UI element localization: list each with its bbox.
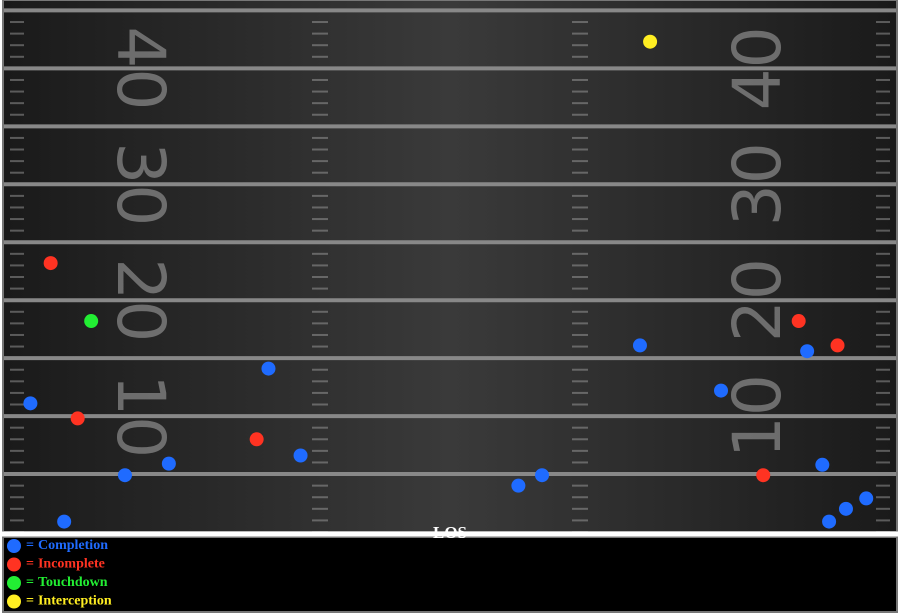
field bbox=[2, 0, 898, 533]
yard-number: 40 bbox=[102, 26, 179, 110]
pass-point bbox=[859, 491, 874, 506]
legend-entry: = Completion bbox=[26, 538, 108, 553]
pass-point bbox=[714, 383, 729, 398]
pass-point bbox=[756, 468, 771, 483]
yard-number: 20 bbox=[719, 258, 796, 342]
legend-separator: = bbox=[26, 575, 34, 590]
yard-number: 30 bbox=[102, 142, 179, 226]
yard-number: 30 bbox=[719, 142, 796, 226]
pass-point bbox=[800, 344, 815, 359]
legend-swatch bbox=[7, 539, 21, 553]
pass-point bbox=[830, 338, 845, 353]
legend-entry: = Touchdown bbox=[26, 575, 108, 590]
los-label: LOS bbox=[433, 523, 467, 542]
pass-point bbox=[249, 432, 264, 447]
legend-entry: = Interception bbox=[26, 594, 112, 609]
pass-point bbox=[84, 314, 99, 329]
legend-separator: = bbox=[26, 594, 34, 609]
legend-panel bbox=[2, 536, 898, 613]
legend-swatch bbox=[7, 557, 21, 572]
legend-entry: = Incomplete bbox=[26, 557, 105, 572]
legend-name: Completion bbox=[38, 538, 108, 553]
plot-layer: 10 10 20 20 30 30 40 40 LOS = Completion = Incomplet… bbox=[0, 8, 900, 609]
pass-point bbox=[161, 456, 176, 471]
pass-point bbox=[815, 457, 830, 472]
pass-point bbox=[261, 361, 276, 376]
pass-point bbox=[822, 514, 837, 529]
pass-point bbox=[57, 514, 72, 529]
legend-separator: = bbox=[26, 538, 34, 553]
legend-name: Interception bbox=[38, 594, 112, 609]
pass-point bbox=[43, 256, 58, 271]
pass-point bbox=[838, 501, 853, 516]
legend-swatch bbox=[7, 594, 21, 609]
pass-point bbox=[791, 314, 806, 329]
legend-name: Touchdown bbox=[38, 575, 108, 590]
pass-point bbox=[23, 396, 38, 411]
legend-separator: = bbox=[26, 557, 34, 572]
pass-point bbox=[632, 338, 647, 353]
yard-number: 40 bbox=[719, 26, 796, 110]
pass-point bbox=[535, 468, 550, 483]
pass-point bbox=[643, 34, 658, 49]
yard-number: 10 bbox=[102, 374, 179, 458]
pass-point bbox=[293, 448, 308, 463]
legend-swatch bbox=[7, 576, 21, 590]
pass-point bbox=[117, 468, 132, 483]
pass-point bbox=[70, 411, 85, 426]
legend-name: Incomplete bbox=[38, 557, 105, 572]
yard-number: 10 bbox=[719, 374, 796, 458]
pass-point bbox=[511, 478, 526, 493]
yard-number: 20 bbox=[102, 258, 179, 342]
